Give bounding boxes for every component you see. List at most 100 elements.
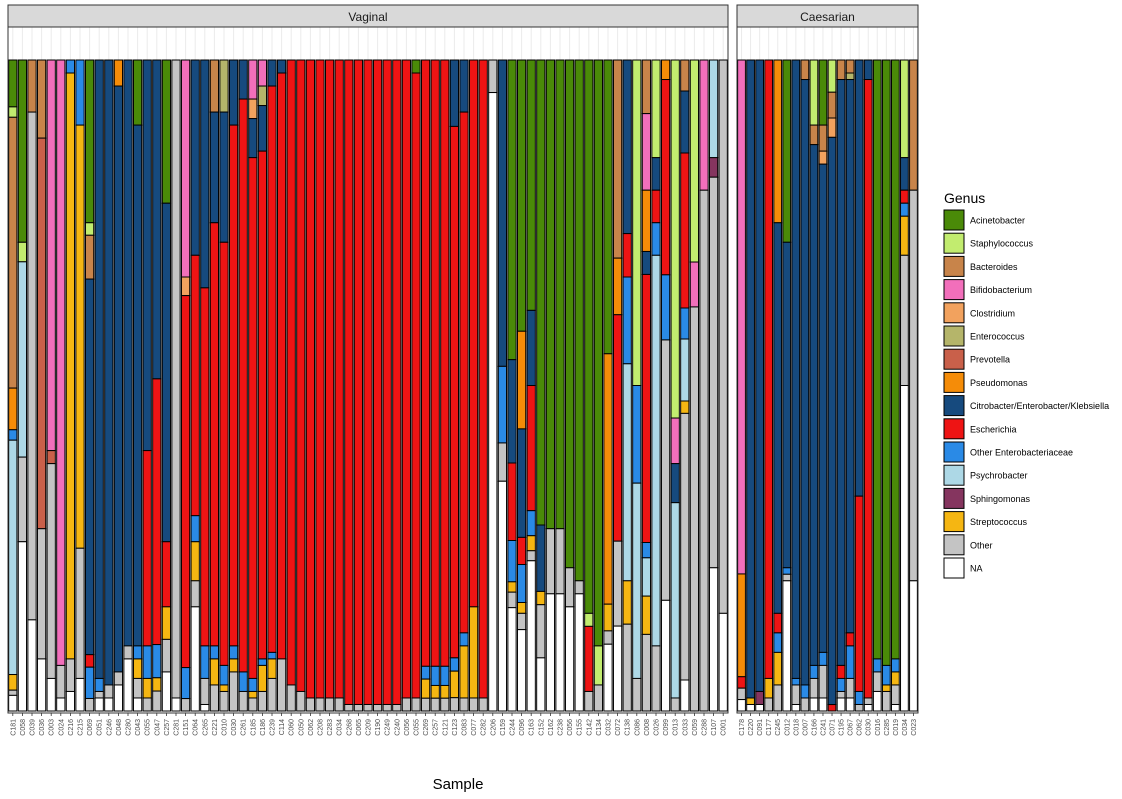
bar-C162 — [545, 59, 556, 712]
bar-C121 — [440, 59, 450, 712]
legend-label: Pseudomonas — [970, 378, 1028, 388]
bar-segment — [526, 560, 536, 712]
legend-label: Acinetobacter — [970, 216, 1025, 226]
bar-segment — [680, 90, 690, 154]
x-tick-label: C239 — [270, 719, 277, 736]
bar-segment — [660, 79, 671, 276]
x-tick-label: C265 — [202, 719, 209, 736]
bar-segment — [872, 671, 882, 692]
bar-segment — [507, 591, 517, 609]
bar-segment — [574, 59, 584, 582]
bar-segment — [737, 687, 746, 701]
x-tick-label: C285 — [884, 719, 891, 736]
bar-C051 — [94, 59, 104, 712]
bar-C215 — [75, 59, 85, 712]
bar-segment — [670, 502, 680, 699]
bar-C288 — [699, 59, 709, 712]
bar-segment — [818, 163, 828, 653]
bar-C257 — [430, 59, 440, 712]
bar-segment — [782, 567, 792, 575]
x-tick-label: C003 — [49, 719, 56, 736]
bar-segment — [267, 85, 277, 653]
bar-segment — [200, 677, 210, 705]
bar-segment — [516, 330, 527, 430]
legend-key — [943, 302, 965, 324]
bar-segment — [190, 515, 200, 543]
bar-segment — [257, 105, 268, 152]
bar-C151 — [180, 59, 191, 712]
bar-C058 — [17, 59, 28, 712]
bar-segment — [791, 684, 801, 705]
x-tick-label: C282 — [481, 719, 488, 736]
legend-key — [943, 418, 965, 440]
bar-segment — [516, 428, 527, 538]
bar-segment — [651, 59, 661, 159]
x-tick-label: C018 — [793, 719, 800, 736]
bar-segment — [603, 353, 613, 605]
bar-C177 — [764, 59, 774, 712]
bar-segment — [8, 674, 18, 691]
legend-entries: Acinetobacter Staphylococcus Bacteroides Bi… — [943, 209, 1109, 579]
bar-segment — [641, 273, 652, 544]
bar-segment — [660, 59, 671, 81]
bar-segment — [764, 697, 774, 712]
bar-segment — [161, 638, 172, 673]
bar-segment — [632, 385, 642, 484]
bar-segment — [737, 699, 746, 712]
bar-segment — [900, 215, 909, 256]
legend-key — [943, 209, 965, 231]
x-tick-label: C064 — [193, 719, 200, 736]
bar-C012 — [782, 59, 792, 712]
bar-segment — [152, 59, 162, 380]
bar-segment — [755, 59, 765, 692]
bar-segment — [641, 595, 652, 635]
bar-segment — [909, 580, 918, 712]
bar-segment — [200, 645, 210, 679]
x-tick-label: C069 — [87, 719, 94, 736]
bar-segment — [123, 658, 133, 712]
bar-segment — [680, 412, 690, 681]
bar-segment — [708, 567, 719, 712]
bar-segment — [132, 697, 143, 712]
bar-segment — [152, 677, 162, 692]
bar-segment — [152, 378, 162, 646]
x-tick-label: C008 — [644, 719, 651, 736]
bar-segment — [84, 234, 95, 280]
x-tick-label: C142 — [586, 719, 593, 736]
bar-segment — [363, 59, 373, 705]
bar-C060 — [286, 59, 296, 712]
bar-segment — [315, 697, 325, 712]
bar-segment — [818, 124, 828, 152]
bar-segment — [430, 684, 440, 699]
bar-segment — [507, 581, 517, 593]
bar-segment — [8, 429, 18, 441]
bar-segment — [180, 698, 191, 712]
bar-segment — [219, 684, 229, 692]
bar-segment — [651, 254, 661, 647]
bar-segment — [296, 690, 306, 712]
bar-segment — [401, 697, 412, 712]
bar-segment — [17, 241, 28, 263]
legend-label: Psychrobacter — [970, 471, 1028, 481]
bar-segment — [209, 684, 220, 712]
bar-segment — [257, 85, 268, 107]
bar-segment — [94, 690, 104, 699]
bar-segment — [180, 295, 191, 669]
bar-segment — [56, 697, 66, 712]
bar-segment — [670, 417, 680, 465]
bar-segment — [219, 59, 229, 113]
x-tick-label: C067 — [848, 719, 855, 736]
bar-segment — [142, 450, 152, 647]
bar-segment — [171, 59, 181, 699]
x-tick-label: C195 — [839, 719, 846, 736]
bar-segment — [881, 59, 891, 666]
bar-segment — [497, 365, 508, 444]
bar-segment — [516, 564, 527, 604]
bar-C190 — [372, 59, 383, 712]
bar-segment — [449, 697, 460, 712]
bar-segment — [334, 697, 344, 712]
bar-segment — [827, 704, 837, 712]
bar-segment — [440, 59, 450, 667]
bar-segment — [584, 690, 594, 712]
